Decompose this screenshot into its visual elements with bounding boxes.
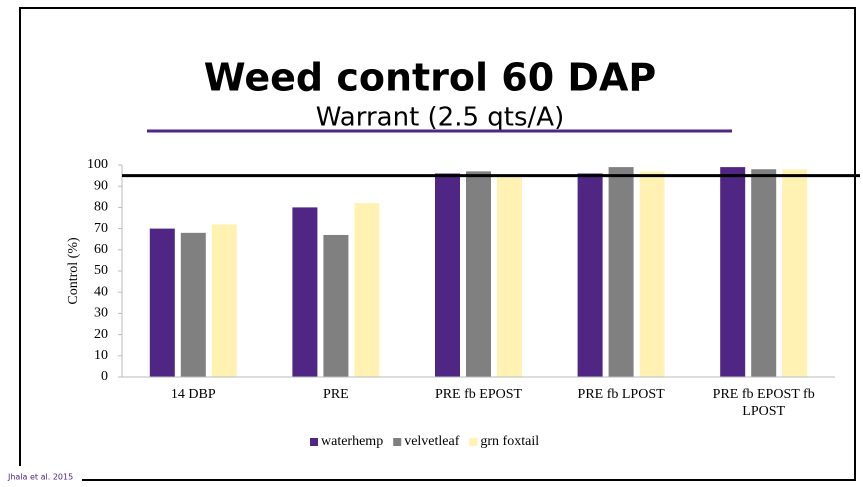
x-tick-label: 14 DBP [170, 387, 216, 402]
y-tick-label: 30 [94, 306, 108, 321]
chart-title: Weed control 60 DAP [204, 56, 656, 100]
bar [608, 167, 634, 377]
legend-swatch [393, 438, 402, 446]
legend-swatch [469, 438, 478, 446]
bar [435, 173, 460, 377]
chart-subtitle: Warrant (2.5 qts/A) [316, 103, 564, 133]
x-tick-label: PRE fb EPOST [434, 387, 523, 402]
bar [292, 207, 318, 377]
legend-label: grn foxtail [480, 434, 539, 449]
bar [354, 203, 380, 377]
slide-border [19, 7, 856, 481]
x-tick-label: PRE fb LPOST [577, 387, 665, 402]
source: Jhala et al. 2015 [7, 473, 73, 482]
bar [466, 171, 491, 377]
legend-label: waterhemp [321, 434, 383, 449]
y-tick-label: 60 [94, 242, 108, 257]
bar [751, 169, 777, 377]
y-tick-label: 90 [94, 178, 108, 193]
y-tick-label: 100 [87, 157, 108, 172]
bar [211, 224, 237, 377]
y-tick-label: 80 [94, 200, 108, 215]
y-tick-label: 20 [94, 327, 108, 342]
x-tick-label: PRE fb EPOST fb LPOST [712, 387, 815, 419]
bar [639, 171, 665, 377]
y-tick-label: 0 [101, 369, 108, 384]
x-tick-label: PRE [323, 387, 349, 402]
bar [149, 228, 175, 377]
bar [577, 173, 603, 377]
bar [180, 232, 206, 377]
legend-label: velvetleaf [404, 434, 460, 449]
bar [323, 234, 349, 377]
bar [782, 169, 808, 377]
y-axis-label: Control (%) [66, 237, 81, 305]
bar [497, 175, 522, 377]
y-tick-label: 40 [94, 284, 108, 299]
y-tick-label: 50 [94, 263, 108, 278]
source-bg [2, 466, 82, 486]
y-tick-label: 10 [94, 348, 108, 363]
bar [720, 167, 746, 377]
y-tick-label: 70 [94, 221, 108, 236]
legend-swatch [310, 438, 318, 446]
